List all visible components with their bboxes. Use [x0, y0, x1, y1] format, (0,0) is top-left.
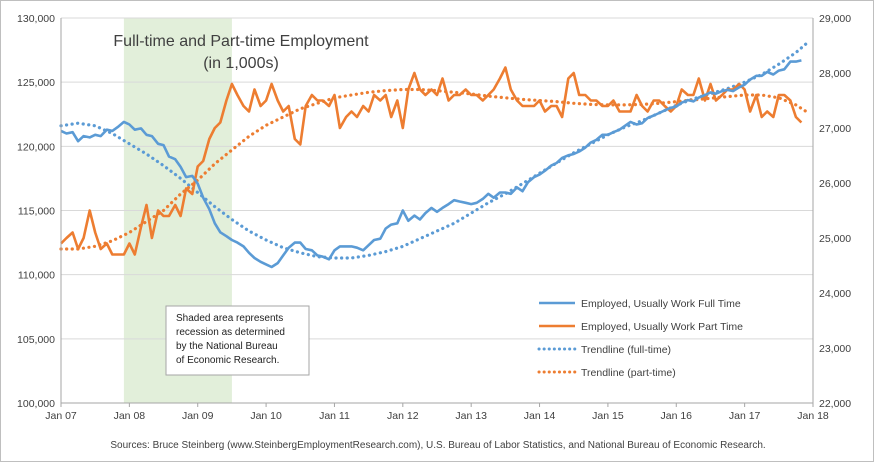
note-line: Shaded area represents: [176, 313, 283, 324]
left-y-axis: 100,000 105,000 110,000 115,000 120,000 125,0…: [17, 13, 62, 410]
x-tick-label: Jan 18: [797, 410, 829, 422]
legend: Employed, Usually Work Full Time Employe…: [537, 298, 743, 379]
full-time-trendline: [59, 42, 808, 260]
left-tick-label: 100,000: [17, 398, 55, 410]
x-tick-label: Jan 12: [387, 410, 419, 422]
right-tick-label: 22,000: [819, 398, 851, 410]
right-tick-label: 24,000: [819, 288, 851, 300]
right-tick-label: 25,000: [819, 233, 851, 245]
x-axis: Jan 07 Jan 08 Jan 09 Jan 10 Jan 11 Jan 12 Jan …: [45, 402, 829, 422]
series-layer: [59, 42, 808, 269]
chart-title: Full-time and Part-time Employment: [113, 33, 369, 50]
right-tick-label: 29,000: [819, 13, 851, 25]
left-tick-label: 115,000: [18, 206, 55, 218]
left-tick-label: 120,000: [17, 141, 55, 153]
x-tick-label: Jan 11: [319, 410, 350, 422]
x-tick-label: Jan 13: [455, 410, 487, 422]
left-tick-label: 110,000: [18, 270, 55, 282]
right-tick-label: 28,000: [819, 68, 851, 80]
note-line: of Economic Research.: [176, 355, 279, 366]
right-y-axis: 22,000 23,000 24,000 25,000 26,000 27,000 28,0…: [812, 13, 851, 410]
recession-note: Shaded area represents recession as dete…: [165, 305, 310, 376]
x-tick-label: Jan 08: [114, 410, 146, 422]
full-time-series-line: [60, 59, 802, 269]
part-time-series-line: [60, 66, 803, 256]
note-line: recession as determined: [176, 327, 285, 338]
legend-label-part-time: Employed, Usually Work Part Time: [581, 321, 743, 333]
left-tick-label: 130,000: [17, 13, 55, 25]
left-tick-label: 105,000: [17, 334, 55, 346]
right-tick-label: 23,000: [819, 343, 851, 355]
legend-label-full-time: Employed, Usually Work Full Time: [581, 298, 741, 310]
right-tick-label: 26,000: [819, 178, 851, 190]
x-tick-label: Jan 15: [592, 410, 624, 422]
source-note: Sources: Bruce Steinberg (www.SteinbergE…: [110, 440, 765, 451]
legend-label-trend-full: Trendline (full-time): [581, 344, 671, 356]
right-tick-label: 27,000: [819, 123, 851, 135]
legend-label-trend-part: Trendline (part-time): [581, 367, 676, 379]
note-line: by the National Bureau: [176, 341, 278, 352]
note-box: [165, 305, 310, 376]
x-tick-label: Jan 17: [729, 410, 761, 422]
chart-subtitle: (in 1,000s): [203, 55, 279, 72]
x-tick-label: Jan 14: [524, 410, 556, 422]
x-tick-label: Jan 07: [45, 410, 77, 422]
x-tick-label: Jan 09: [182, 410, 214, 422]
x-tick-label: Jan 16: [661, 410, 693, 422]
left-tick-label: 125,000: [17, 77, 55, 89]
x-tick-label: Jan 10: [250, 410, 282, 422]
